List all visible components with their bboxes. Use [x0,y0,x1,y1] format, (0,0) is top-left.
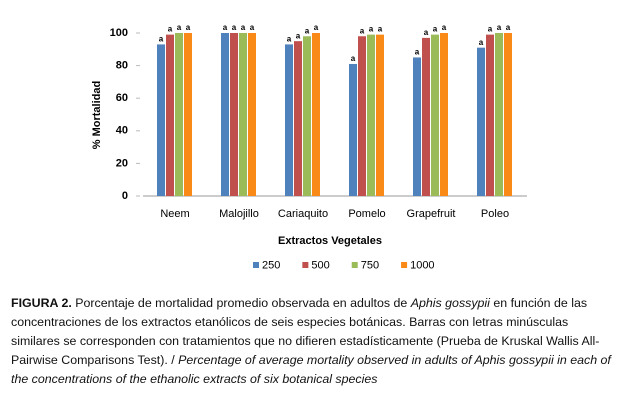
bar [477,47,485,196]
bar [495,33,503,196]
legend-swatch [253,262,259,268]
bar-letter: a [415,48,420,57]
bar [157,44,165,196]
legend-swatch [351,262,358,268]
y-tick-label: 80 [116,60,128,72]
chart: % Mortalidad Extractos Vegetales 0 20 40 60… [91,23,527,271]
legend-swatch [302,262,309,268]
legend-swatch [401,262,408,268]
bar-letter: a [442,23,447,32]
x-tick-label: Poleo [481,208,509,220]
bar-letter: a [241,23,246,32]
bar [221,33,229,196]
bar [239,33,247,196]
bar-letter: a [287,35,292,44]
bar [166,34,174,196]
x-tick-label: Pomelo [348,208,385,220]
y-axis-title: % Mortalidad [91,81,103,149]
bar [294,41,302,197]
y-tick-label: 40 [116,125,128,137]
caption-run: Porcentaje de mortalidad promedio observ… [71,296,411,310]
bar [184,33,192,196]
bar-letter: a [488,25,493,34]
caption-run: FIGURA 2. [11,296,72,310]
x-tick-label: Neem [160,208,189,220]
bar-letter: a [177,23,182,32]
bar [303,36,311,197]
y-tick-label: 100 [110,27,128,39]
bar-letter: a [232,23,237,32]
bar-letter: a [250,23,255,32]
bar-letter: a [497,23,502,32]
bar [413,57,421,197]
bar-letter: a [378,25,383,34]
bar [285,44,293,196]
x-axis-title: Extractos Vegetales [278,235,382,247]
caption-run: Aphis gossypii [410,296,490,310]
x-tick-label: Cariaquito [278,208,328,220]
caption: FIGURA 2. Porcentaje de mortalidad prome… [11,294,619,389]
legend-label: 1000 [410,259,434,271]
bar [349,63,357,196]
bar [312,33,320,196]
bar [486,34,494,196]
legend-label: 500 [311,259,329,271]
caption-run: Percentage of average mortality observed… [11,353,611,386]
bar-letter: a [360,26,365,35]
y-tick-label: 0 [122,190,128,202]
x-tick-label: Grapefruit [407,208,456,220]
bar-letter: a [223,23,228,32]
x-tick-label: Malojillo [219,208,259,220]
legend-label: 750 [361,259,379,271]
bar-letter: a [305,26,310,35]
bar [175,33,183,196]
bar-letter: a [314,23,319,32]
bar [376,34,384,196]
bar-letter: a [159,35,164,44]
bar-letter: a [424,28,429,37]
bar-letter: a [296,31,301,40]
bar [230,33,238,196]
bar-letter: a [369,25,374,34]
bar-letter: a [168,25,173,34]
y-tick-label: 20 [116,157,128,169]
bar-letter: a [479,38,484,47]
bar [440,33,448,196]
legend-label: 250 [262,259,280,271]
bar-letter: a [433,25,438,34]
bar [504,33,512,196]
bar [367,34,375,196]
bar [431,34,439,196]
bar [358,36,366,197]
y-tick-label: 60 [116,92,128,104]
bar [248,33,256,196]
caption-run: en función de las concentraciones de los… [11,296,600,367]
bar [422,37,430,196]
bar-letter: a [186,23,191,32]
bar-letter: a [506,23,511,32]
bar-letter: a [351,54,356,63]
